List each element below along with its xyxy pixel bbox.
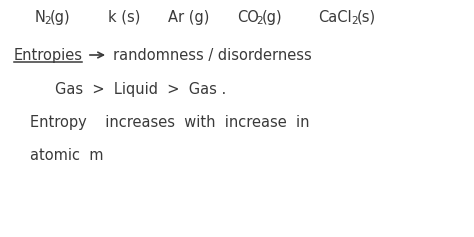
Text: 2: 2: [351, 15, 357, 26]
Text: CO: CO: [237, 9, 259, 24]
Text: k (s): k (s): [108, 9, 140, 24]
Text: Entropy    increases  with  increase  in: Entropy increases with increase in: [30, 114, 310, 129]
Text: (g): (g): [262, 9, 283, 24]
Text: Entropies: Entropies: [14, 47, 83, 63]
Text: (g): (g): [50, 9, 71, 24]
Text: Ar (g): Ar (g): [168, 9, 210, 24]
Text: (s): (s): [357, 9, 376, 24]
Text: randomness / disorderness: randomness / disorderness: [113, 47, 312, 63]
Text: 2: 2: [44, 15, 51, 26]
Text: atomic  m: atomic m: [30, 147, 103, 163]
Text: 2: 2: [256, 15, 263, 26]
Text: Gas  >  Liquid  >  Gas .: Gas > Liquid > Gas .: [55, 82, 226, 96]
Text: CaCl: CaCl: [318, 9, 352, 24]
Text: N: N: [35, 9, 46, 24]
